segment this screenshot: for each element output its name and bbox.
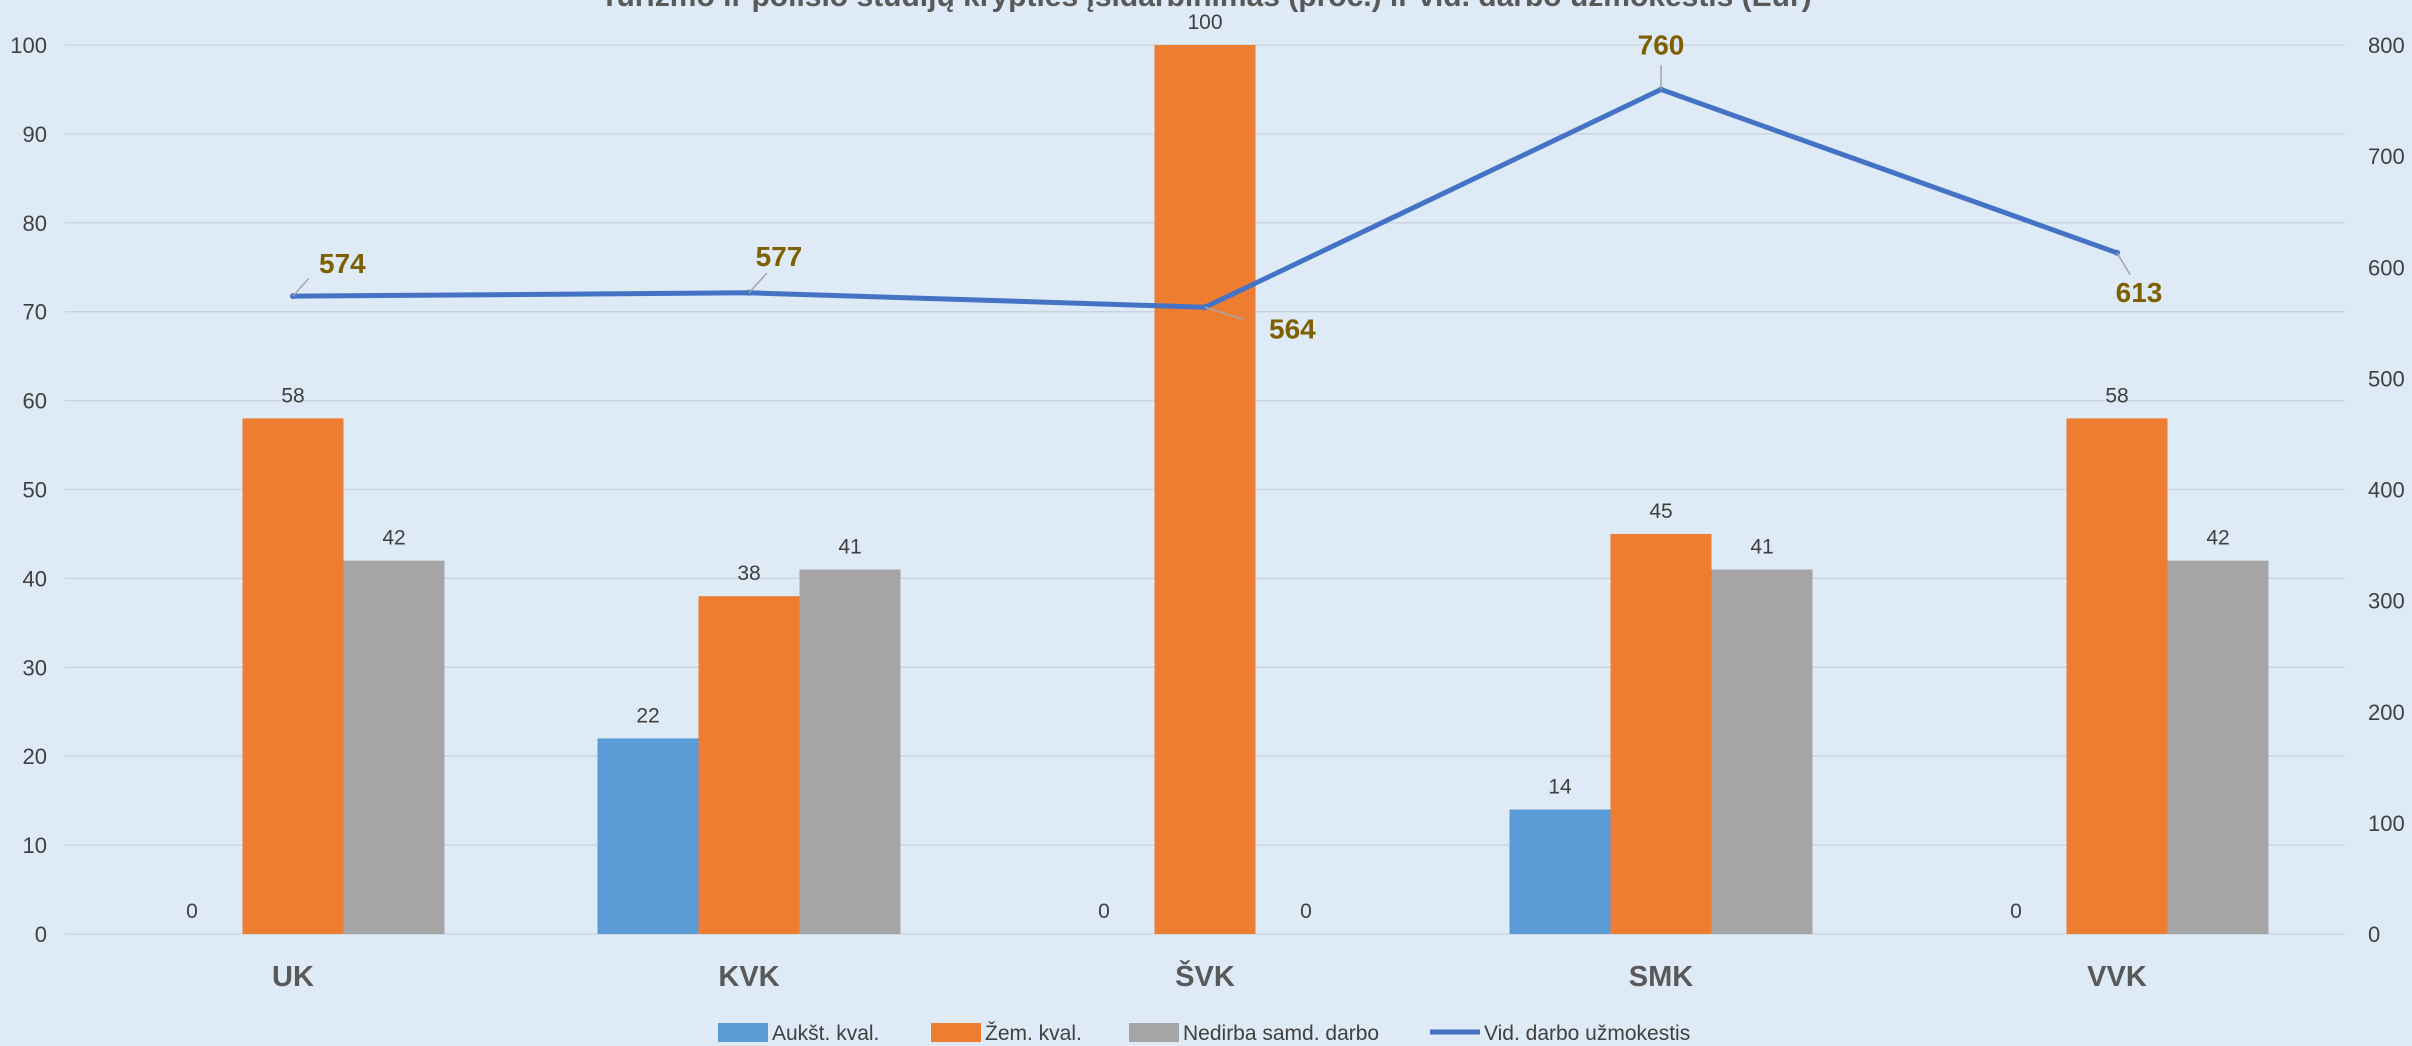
bar [597,738,699,934]
category-label: SMK [1629,961,1694,993]
right-tick-label: 500 [2368,366,2405,391]
left-tick-label: 60 [23,389,47,414]
right-tick-label: 700 [2368,144,2405,169]
bar-data-label: 58 [281,384,304,407]
line-data-label: 613 [2116,277,2163,308]
left-tick-label: 20 [23,744,47,769]
left-tick-label: 80 [23,211,47,236]
bar-data-label: 45 [1649,500,1672,523]
bar-data-label: 0 [186,900,198,923]
category-label: KVK [718,961,779,993]
left-axis: 0 10 20 30 40 50 60 70 80 90 100 [10,33,47,947]
legend-label: Žem. kval. [985,1022,1082,1045]
legend-item[interactable]: Vid. darbo užmokestis [1430,1022,1690,1045]
right-tick-label: 200 [2368,700,2405,725]
right-tick-label: 800 [2368,33,2405,58]
legend-label: Vid. darbo užmokestis [1484,1022,1690,1045]
left-tick-label: 10 [23,833,47,858]
bar [1154,45,1256,934]
legend-label: Aukšt. kval. [772,1022,879,1045]
legend-item[interactable]: Nedirba samd. darbo [1129,1022,1379,1045]
right-tick-label: 0 [2368,922,2380,947]
left-tick-label: 30 [23,655,47,680]
bar-data-label: 58 [2105,384,2128,407]
right-tick-label: 100 [2368,811,2405,836]
bar [799,569,901,934]
bar-data-label: 22 [636,704,659,727]
legend-swatch [931,1023,981,1042]
left-tick-label: 0 [35,922,47,947]
bar-data-label: 41 [1750,536,1773,559]
bar [1711,569,1813,934]
left-tick-label: 40 [23,566,47,591]
bar-data-label: 0 [1098,900,1110,923]
left-tick-label: 100 [10,33,47,58]
chart-title: Turizmo ir poilsio studijų krypties įsid… [600,0,1811,13]
leader-line [292,278,310,297]
line-data-label: 577 [756,241,803,272]
leader-line [2116,252,2131,276]
legend-swatch [1129,1023,1179,1042]
leader-line [1204,306,1244,321]
left-tick-label: 50 [23,478,47,503]
bar-data-label: 0 [2010,900,2022,923]
bar-data-label: 0 [1300,900,1312,923]
category-label: VVK [2087,961,2147,993]
right-tick-label: 300 [2368,589,2405,614]
line-data-label: 574 [319,248,366,279]
legend[interactable]: Aukšt. kval. Žem. kval. Nedirba samd. darb… [718,1022,1690,1045]
legend-label: Nedirba samd. darbo [1183,1022,1379,1045]
bar [1610,533,1712,934]
right-tick-label: 600 [2368,255,2405,280]
line-series: 574 577 564 760 613 [290,29,2162,344]
left-tick-label: 90 [23,122,47,147]
leader-line [748,272,768,294]
category-label: UK [272,961,314,993]
bar-series: 0 58 42 22 38 41 0 100 0 14 45 41 0 58 42 [186,11,2269,934]
bar [698,596,800,934]
right-tick-label: 400 [2368,478,2405,503]
line-data-label: 564 [1269,313,1316,344]
bar [1509,809,1611,934]
bar [343,560,445,934]
bar [2167,560,2269,934]
category-labels: UK KVK ŠVK SMK VVK [272,959,2147,993]
legend-swatch [718,1023,768,1042]
bar-data-label: 41 [838,536,861,559]
bar-data-label: 14 [1548,776,1572,799]
bar-data-label: 42 [2206,527,2229,550]
bar [2066,418,2168,934]
bar [242,418,344,934]
right-axis: 0 100 200 300 400 500 600 700 800 [2368,33,2405,947]
bar-data-label: 38 [737,562,760,585]
legend-item[interactable]: Aukšt. kval. [718,1022,879,1045]
line-data-label: 760 [1638,29,1685,60]
legend-item[interactable]: Žem. kval. [931,1022,1082,1045]
bar-data-label: 100 [1187,11,1222,34]
left-tick-label: 70 [23,300,47,325]
category-label: ŠVK [1175,959,1235,993]
bar-data-label: 42 [382,527,405,550]
